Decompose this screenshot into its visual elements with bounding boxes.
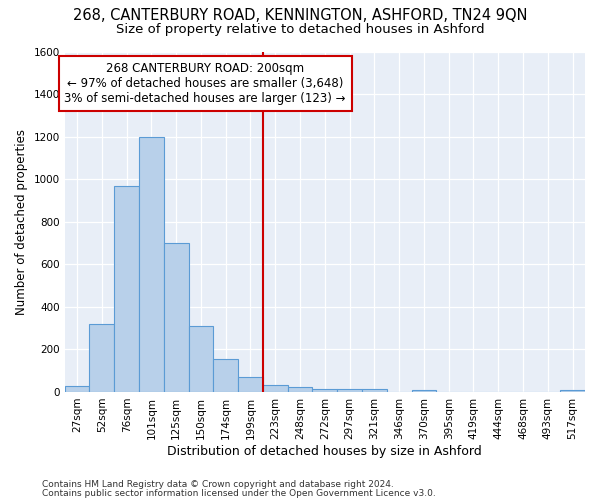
Bar <box>89 324 114 392</box>
Bar <box>188 326 214 392</box>
Text: 268 CANTERBURY ROAD: 200sqm
← 97% of detached houses are smaller (3,648)
3% of s: 268 CANTERBURY ROAD: 200sqm ← 97% of det… <box>64 62 346 104</box>
Bar <box>214 359 238 392</box>
Bar <box>238 377 263 392</box>
Bar <box>560 390 585 392</box>
Bar <box>337 390 362 392</box>
X-axis label: Distribution of detached houses by size in Ashford: Distribution of detached houses by size … <box>167 444 482 458</box>
Text: Contains HM Land Registry data © Crown copyright and database right 2024.: Contains HM Land Registry data © Crown c… <box>42 480 394 489</box>
Bar <box>164 243 188 392</box>
Bar <box>412 390 436 392</box>
Bar <box>139 136 164 392</box>
Bar <box>65 386 89 392</box>
Bar <box>263 384 287 392</box>
Bar <box>114 186 139 392</box>
Bar <box>313 389 337 392</box>
Text: 268, CANTERBURY ROAD, KENNINGTON, ASHFORD, TN24 9QN: 268, CANTERBURY ROAD, KENNINGTON, ASHFOR… <box>73 8 527 22</box>
Bar <box>362 389 387 392</box>
Text: Contains public sector information licensed under the Open Government Licence v3: Contains public sector information licen… <box>42 489 436 498</box>
Text: Size of property relative to detached houses in Ashford: Size of property relative to detached ho… <box>116 22 484 36</box>
Bar <box>287 388 313 392</box>
Y-axis label: Number of detached properties: Number of detached properties <box>15 128 28 314</box>
